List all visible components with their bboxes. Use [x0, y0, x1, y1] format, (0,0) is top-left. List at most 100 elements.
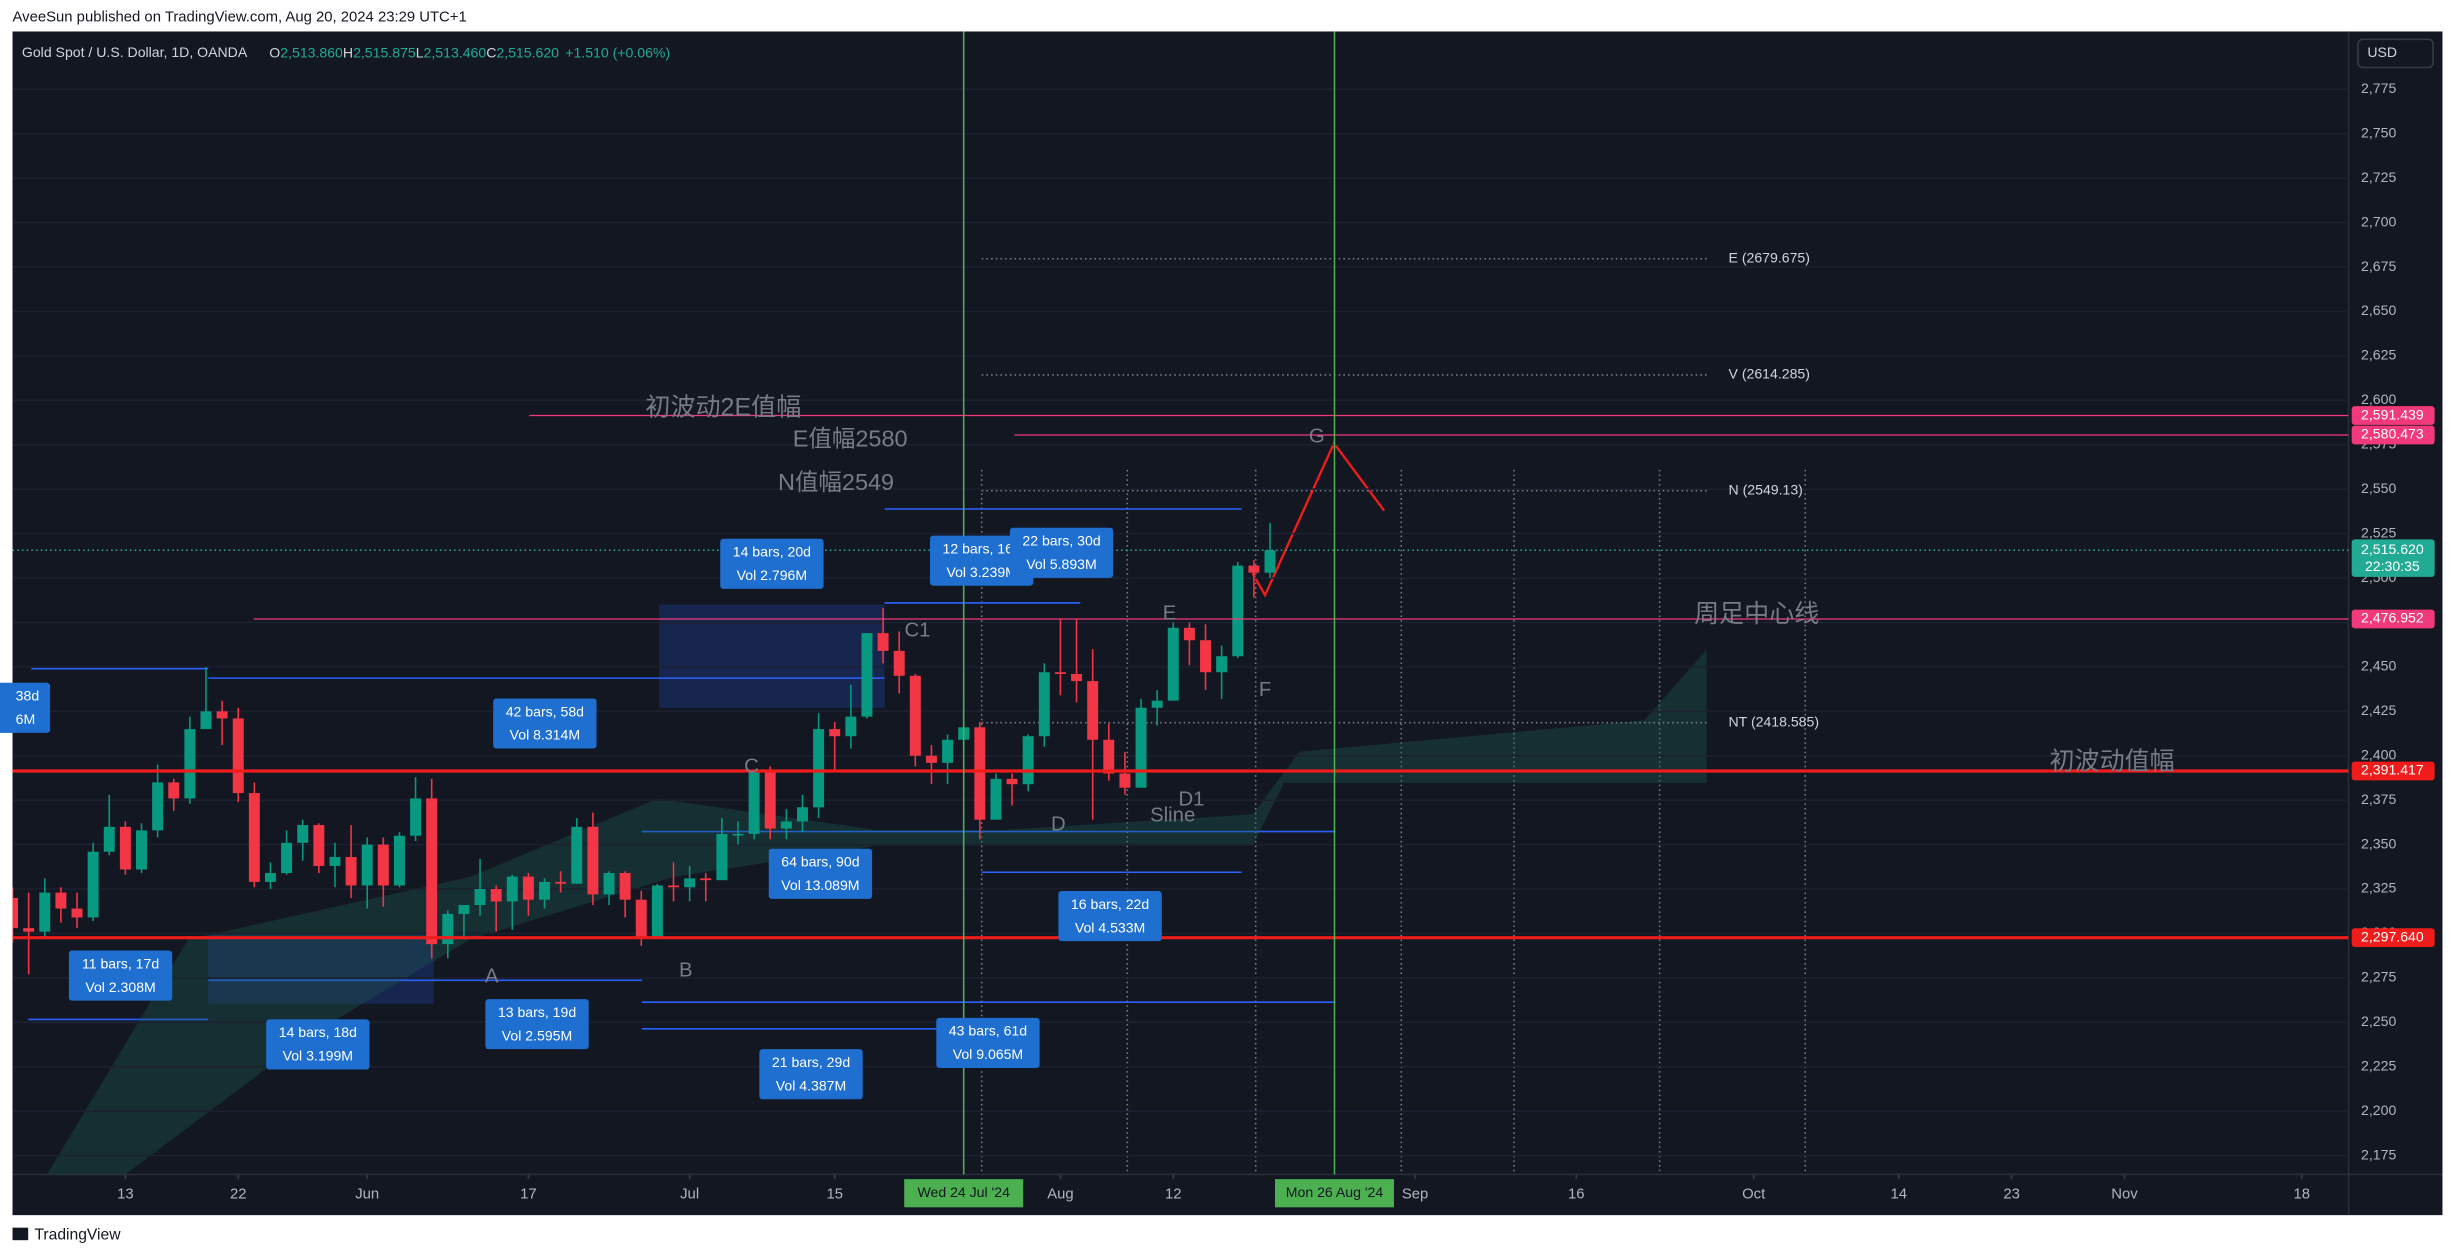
plot-area	[12, 88, 2349, 1157]
y-tick-label: 2,325	[2361, 880, 2396, 896]
candle-body	[264, 873, 276, 882]
candle-body	[893, 650, 905, 676]
candle-body	[587, 826, 599, 895]
annotation: E	[1163, 602, 1177, 624]
candle-body	[393, 835, 405, 886]
measure-box	[1009, 527, 1114, 578]
candle-body	[990, 778, 1002, 820]
level-label: E (2679.675)	[1729, 249, 1810, 265]
x-tick-label: 17	[520, 1187, 537, 1203]
measure-label: Vol 8.314M	[510, 727, 580, 743]
price-tag-label: 2,391.417	[2361, 762, 2424, 778]
candle-body	[12, 897, 19, 929]
footer-brand: TradingView	[34, 1227, 121, 1244]
measure-label: 12 bars, 16d	[943, 540, 1021, 556]
price-tag	[2351, 406, 2435, 425]
x-tick-label: 15	[826, 1187, 843, 1203]
candle-body	[571, 826, 583, 884]
x-tick-label: Jul	[680, 1187, 699, 1203]
level-label: V (2614.285)	[1729, 366, 1810, 382]
candle-body	[297, 825, 309, 843]
candle-body	[732, 833, 744, 836]
candle-body	[442, 913, 454, 945]
candle-body	[361, 844, 373, 886]
candle-body	[71, 908, 83, 918]
candle-body	[700, 878, 712, 881]
annotation: Sline	[1150, 804, 1195, 826]
measure-label: 13 bars, 19d	[498, 1004, 576, 1020]
y-tick-label: 2,650	[2361, 302, 2396, 318]
measure-box	[1058, 891, 1162, 942]
candle-body	[539, 881, 551, 900]
candle-body	[764, 771, 776, 829]
candle-body	[635, 899, 647, 938]
annotation: 周足中心线	[1694, 600, 1819, 628]
candle-body	[1006, 778, 1018, 785]
candle-body	[1167, 627, 1179, 701]
measure-label: Vol 2.595M	[502, 1027, 572, 1043]
x-tick-label: 18	[2294, 1187, 2311, 1203]
measure-box	[68, 950, 173, 1001]
y-tick-label: 2,625	[2361, 347, 2396, 363]
annotation: 初波动值幅	[2049, 747, 2174, 775]
candle-body	[861, 633, 873, 717]
candle-body	[410, 798, 422, 836]
annotation: B	[679, 959, 693, 981]
measure-label: Vol 4.533M	[1075, 919, 1145, 935]
countdown-label: 22:30:35	[2365, 558, 2420, 574]
candle-body	[184, 729, 196, 799]
annotation: D	[1051, 814, 1066, 836]
price-tag-label: 2,297.640	[2361, 928, 2424, 944]
x-tick-label: Oct	[1742, 1187, 1766, 1203]
ohlc-legend: O2,513.860H2,515.875L2,513.460C2,515.620…	[269, 44, 670, 60]
y-tick-label: 2,275	[2361, 969, 2396, 985]
measure-label: 14 bars, 20d	[733, 544, 811, 560]
candle-body	[877, 633, 889, 651]
y-tick-label: 2,675	[2361, 258, 2396, 274]
candle-body	[1071, 673, 1083, 682]
measure-label: 42 bars, 58d	[506, 703, 584, 719]
candle-body	[458, 905, 470, 914]
y-tick-label: 2,750	[2361, 124, 2396, 140]
candle-body	[200, 711, 212, 730]
candle-body	[796, 807, 808, 822]
candle-body	[974, 727, 986, 820]
measure-label: 6M	[16, 711, 36, 727]
measure-box	[720, 538, 824, 589]
y-tick-label: 2,775	[2361, 80, 2396, 96]
measure-box	[0, 682, 51, 733]
measure-box	[930, 535, 1034, 586]
ohlc-value: 2,513.860	[280, 44, 343, 60]
symbol-title: Gold Spot / U.S. Dollar, 1D, OANDA	[22, 44, 248, 60]
annotation: G	[1309, 425, 1325, 447]
candle-body	[313, 825, 325, 866]
measure-box	[493, 698, 597, 749]
candle-body	[426, 798, 438, 945]
candle-body	[1054, 672, 1066, 674]
measure-box	[266, 1019, 370, 1070]
ohlc-value: 2,513.460	[424, 44, 487, 60]
ohlc-key: O	[269, 44, 280, 60]
candle-body	[1119, 773, 1131, 788]
y-tick-label: 2,175	[2361, 1146, 2396, 1162]
candle-body	[780, 821, 792, 829]
candle-body	[329, 857, 341, 866]
candle-body	[1264, 550, 1276, 573]
candle-body	[845, 716, 857, 737]
candle-body	[829, 729, 841, 737]
candle-body	[377, 844, 389, 886]
candle-body	[813, 729, 825, 808]
candle-body	[925, 755, 937, 763]
y-tick-label: 2,200	[2361, 1102, 2396, 1118]
x-tick-label: 23	[2003, 1187, 2020, 1203]
measure-label: 16 bars, 22d	[1071, 896, 1149, 912]
price-tag-label: 2,580.473	[2361, 426, 2424, 442]
y-tick-label: 2,425	[2361, 702, 2396, 718]
measure-label: 14 bars, 18d	[279, 1024, 357, 1040]
annotation: C1	[904, 620, 930, 642]
currency-button[interactable]	[2357, 38, 2434, 69]
candle-body	[23, 928, 35, 932]
currency-label[interactable]: USD	[2367, 44, 2397, 60]
candle-body	[668, 885, 679, 888]
